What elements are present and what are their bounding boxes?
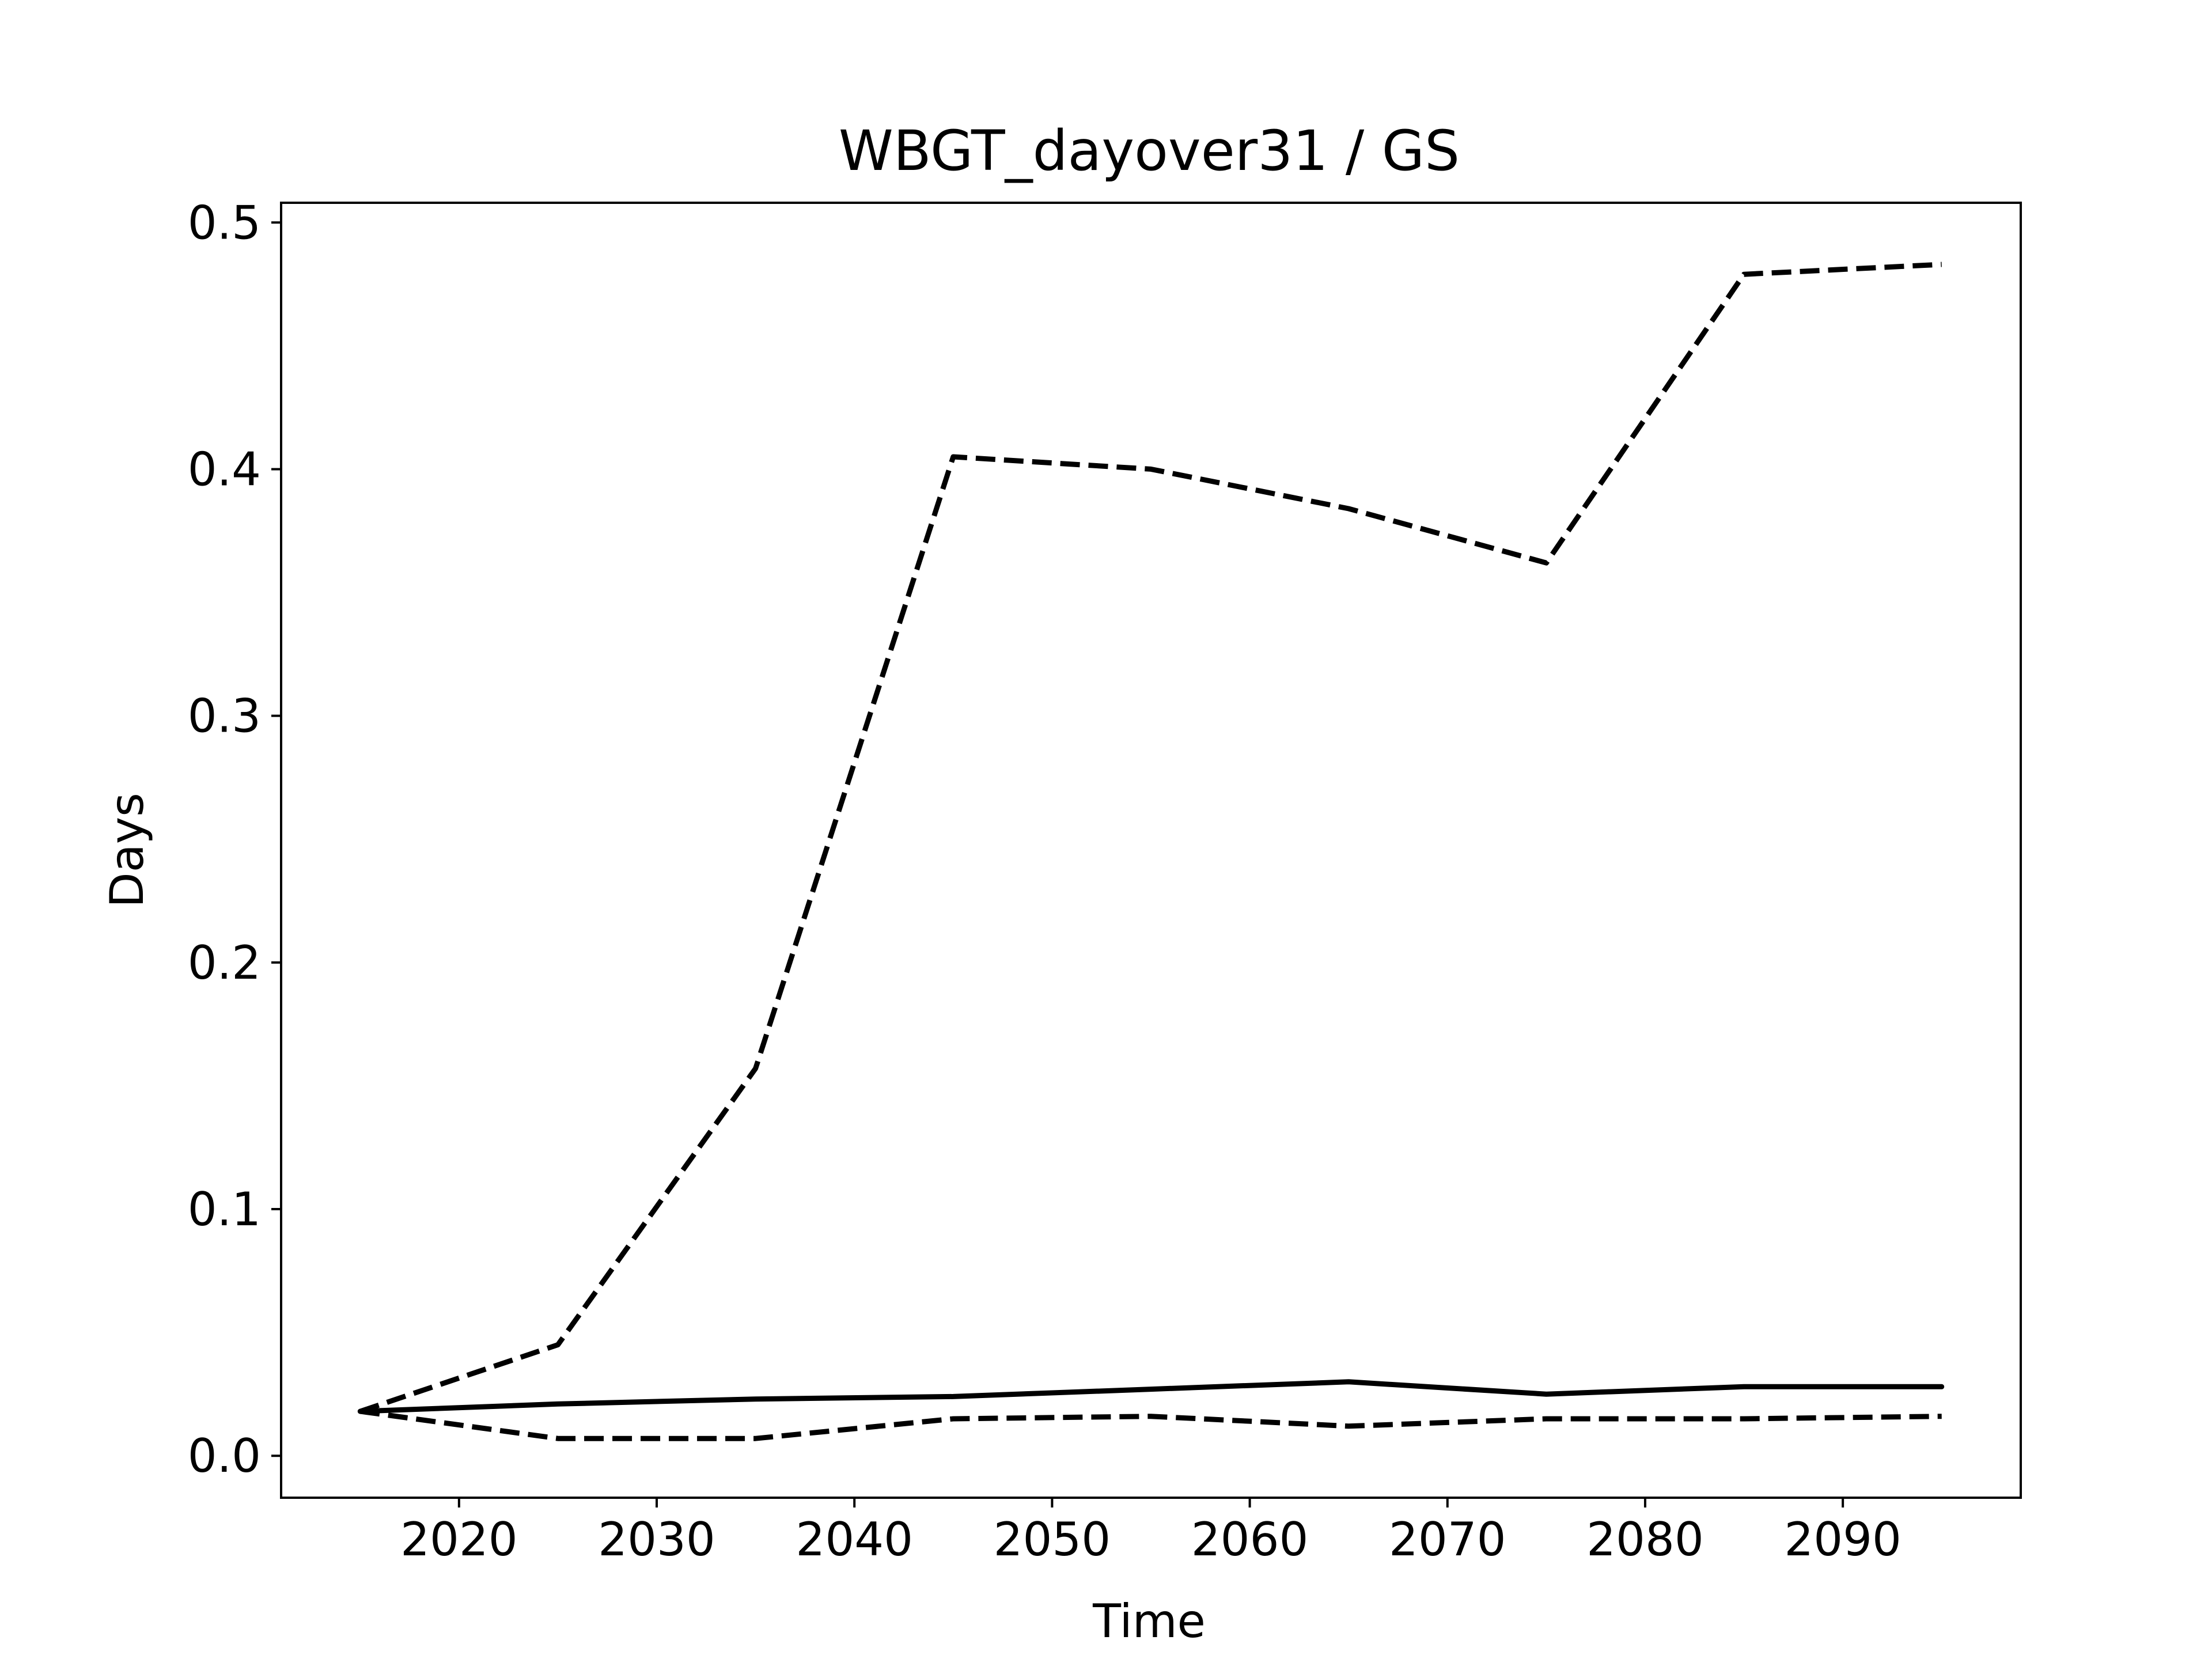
x-tick-label: 2020 bbox=[400, 1513, 518, 1566]
series-line-3-dashed bbox=[359, 1408, 1942, 1441]
y-tick-label: 0.4 bbox=[188, 442, 261, 496]
x-tick-label: 2090 bbox=[1784, 1513, 1902, 1566]
series-line-1-solid bbox=[357, 1379, 1945, 1414]
y-tick-label: 0.3 bbox=[188, 690, 261, 743]
series-layer bbox=[357, 262, 1945, 1441]
y-tick-label: 0.1 bbox=[188, 1183, 261, 1236]
series-line-2-dashed bbox=[359, 262, 1942, 1414]
y-tick-label: 0.2 bbox=[188, 936, 261, 990]
x-tick-label: 2080 bbox=[1586, 1513, 1704, 1566]
x-tick-label: 2050 bbox=[994, 1513, 1111, 1566]
x-tick-label: 2040 bbox=[796, 1513, 913, 1566]
chart-title: WBGT_dayover31 / GS bbox=[839, 119, 1460, 183]
plot-area-frame bbox=[280, 202, 2022, 1499]
x-tick-label: 2030 bbox=[598, 1513, 715, 1566]
x-tick-label: 2060 bbox=[1191, 1513, 1309, 1566]
y-tick-label: 0.5 bbox=[188, 196, 261, 249]
x-axis-ticks: 2020 2030 2040 2050 2060 2070 2080 2090 bbox=[400, 1498, 1902, 1566]
x-axis-label: Time bbox=[1092, 1594, 1206, 1648]
y-axis-ticks: 0.0 0.1 0.2 0.3 0.4 0.5 bbox=[188, 196, 281, 1483]
y-axis-label: Days bbox=[100, 793, 154, 908]
y-tick-label: 0.0 bbox=[188, 1429, 261, 1483]
x-tick-label: 2070 bbox=[1389, 1513, 1506, 1566]
